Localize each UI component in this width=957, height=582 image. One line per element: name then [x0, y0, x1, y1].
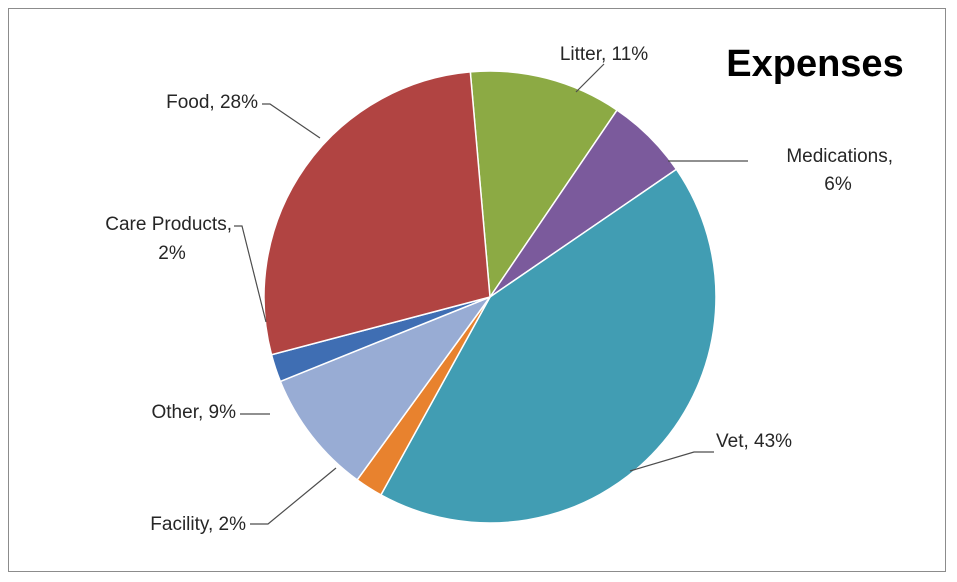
pie-slices: [263, 70, 717, 524]
data-label-vet: Vet, 43%: [716, 431, 792, 452]
data-label-facility: Facility, 2%: [150, 514, 246, 535]
data-label-care-products-line2: 2%: [158, 243, 186, 264]
chart-title: Expenses: [726, 43, 903, 85]
data-label-medications-line2: 6%: [824, 174, 852, 195]
slice-litter: [469, 70, 619, 300]
leader-line-care-products: [234, 225, 267, 323]
slice-vet: [379, 168, 717, 524]
leader-line-litter: [575, 63, 605, 93]
leader-line-food: [262, 103, 321, 139]
leader-line-facility: [250, 467, 337, 525]
slice-food: [263, 71, 491, 356]
data-label-medications: Medications,: [786, 146, 893, 167]
data-label-care-products: Care Products,: [105, 214, 232, 235]
slice-other: [279, 295, 493, 481]
data-label-litter: Litter, 11%: [560, 44, 648, 65]
leader-lines: [234, 63, 748, 525]
data-label-food: Food, 28%: [166, 92, 258, 113]
data-labels: Litter, 11% Medications, 6% Vet, 43% Facilit…: [105, 44, 893, 535]
data-label-other: Other, 9%: [152, 402, 237, 423]
leader-line-vet: [629, 451, 714, 472]
